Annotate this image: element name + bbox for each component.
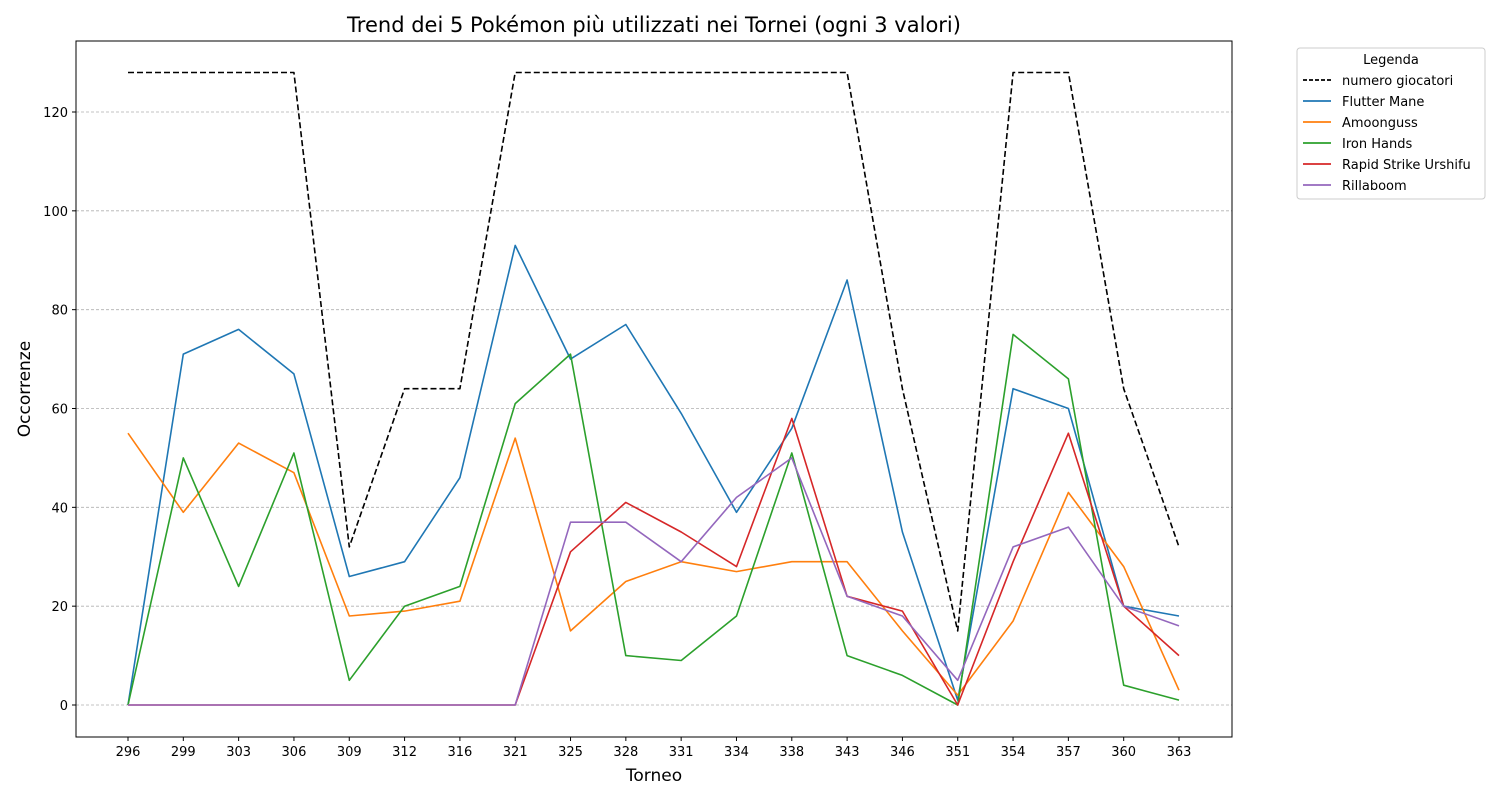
series-line-amoonguss bbox=[127, 432, 1180, 696]
series-line-iron-hands bbox=[127, 333, 1180, 706]
x-tick-label: 363 bbox=[1167, 745, 1192, 760]
x-tick-label: 346 bbox=[890, 745, 915, 760]
legend-entries: numero giocatori Flutter Mane Amoonguss Iro… bbox=[1303, 74, 1471, 194]
legend-label: numero giocatori bbox=[1342, 74, 1453, 89]
x-tick-label: 312 bbox=[392, 745, 417, 760]
y-axis-title: Occorrenze bbox=[15, 341, 35, 437]
y-tick-label: 60 bbox=[51, 403, 68, 418]
y-tick-label: 80 bbox=[51, 304, 68, 319]
series-lines bbox=[127, 71, 1180, 706]
x-axis-ticks: 296 299 303 306 309 312 316 321 325 328 331 334 338 3… bbox=[116, 737, 1192, 760]
x-tick-label: 360 bbox=[1111, 745, 1136, 760]
series-line-numero-giocatori bbox=[128, 71, 1180, 632]
legend: Legenda numero giocatori Flutter Mane Amoo… bbox=[1296, 47, 1486, 200]
x-tick-label: 316 bbox=[447, 745, 472, 760]
x-tick-label: 321 bbox=[503, 745, 528, 760]
x-tick-label: 357 bbox=[1056, 745, 1081, 760]
x-tick-label: 325 bbox=[558, 745, 583, 760]
x-tick-label: 334 bbox=[724, 745, 749, 760]
y-tick-label: 20 bbox=[51, 600, 68, 615]
x-tick-label: 296 bbox=[116, 745, 141, 760]
y-axis-ticks: 0 20 40 60 80 100 120 bbox=[43, 106, 76, 714]
legend-label: Iron Hands bbox=[1342, 137, 1412, 152]
legend-label: Flutter Mane bbox=[1342, 95, 1424, 110]
x-tick-label: 351 bbox=[945, 745, 970, 760]
x-tick-label: 306 bbox=[282, 745, 307, 760]
series-line-rillaboom bbox=[128, 457, 1180, 706]
x-tick-label: 328 bbox=[613, 745, 638, 760]
x-tick-label: 299 bbox=[171, 745, 196, 760]
y-tick-label: 0 bbox=[60, 699, 68, 714]
legend-label: Rillaboom bbox=[1342, 179, 1407, 194]
y-tick-label: 120 bbox=[43, 106, 68, 121]
legend-title: Legenda bbox=[1363, 53, 1419, 68]
legend-label: Amoonguss bbox=[1342, 116, 1418, 131]
series-line-flutter-mane bbox=[127, 244, 1180, 706]
x-tick-label: 331 bbox=[669, 745, 694, 760]
x-axis-title: Torneo bbox=[625, 766, 682, 786]
legend-label: Rapid Strike Urshifu bbox=[1342, 158, 1471, 173]
legend-box bbox=[1296, 47, 1486, 200]
plot-area-frame bbox=[75, 40, 1233, 738]
y-tick-label: 40 bbox=[51, 501, 68, 516]
y-tick-label: 100 bbox=[43, 205, 68, 220]
x-tick-label: 303 bbox=[226, 745, 251, 760]
chart-title: Trend dei 5 Pokémon più utilizzati nei T… bbox=[346, 13, 961, 37]
x-tick-label: 343 bbox=[835, 745, 860, 760]
x-tick-label: 309 bbox=[337, 745, 362, 760]
x-tick-label: 338 bbox=[779, 745, 804, 760]
grid-lines bbox=[76, 111, 1232, 706]
x-tick-label: 354 bbox=[1001, 745, 1026, 760]
series-line-rapid-strike-urshifu bbox=[128, 417, 1180, 706]
